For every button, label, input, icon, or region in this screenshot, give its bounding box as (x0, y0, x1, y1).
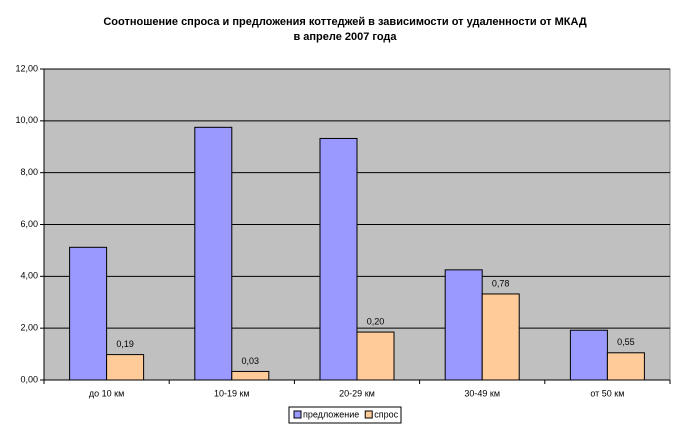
x-tick-label: 30-49 км (464, 388, 500, 398)
bar (606, 352, 645, 381)
bar (569, 329, 608, 381)
bar (69, 246, 108, 381)
chart-title: Соотношение спроса и предложения коттедж… (103, 16, 586, 28)
x-tick-label: от 50 км (590, 388, 624, 398)
x-tick-label: 20-29 км (339, 388, 375, 398)
annotation: 0,20 (367, 316, 385, 326)
annotation: 0,19 (116, 339, 134, 349)
chart-subtitle: в апреле 2007 года (293, 31, 397, 43)
legend-box (288, 406, 402, 424)
y-tick-label: 2,00 (20, 323, 38, 333)
bar (194, 126, 233, 381)
bar (319, 137, 358, 381)
y-tick-label: 4,00 (20, 271, 38, 281)
bar (444, 269, 483, 381)
annotation: 0,55 (617, 337, 635, 347)
bar (106, 354, 145, 381)
legend-swatch (293, 410, 302, 419)
y-tick-label: 12,00 (15, 63, 38, 73)
annotation: 0,78 (492, 278, 510, 288)
y-tick-label: 0,00 (20, 374, 38, 384)
annotation: 0,03 (242, 356, 260, 366)
legend-label: предложение (303, 409, 359, 419)
legend-swatch (364, 410, 373, 419)
x-tick-label: 10-19 км (214, 388, 250, 398)
legend-label: спрос (374, 409, 398, 419)
y-tick-label: 8,00 (20, 167, 38, 177)
y-tick-label: 10,00 (15, 115, 38, 125)
bar (356, 331, 395, 381)
bar (481, 293, 520, 381)
x-tick-label: до 10 км (89, 388, 124, 398)
bar (231, 370, 270, 381)
y-tick-label: 6,00 (20, 219, 38, 229)
